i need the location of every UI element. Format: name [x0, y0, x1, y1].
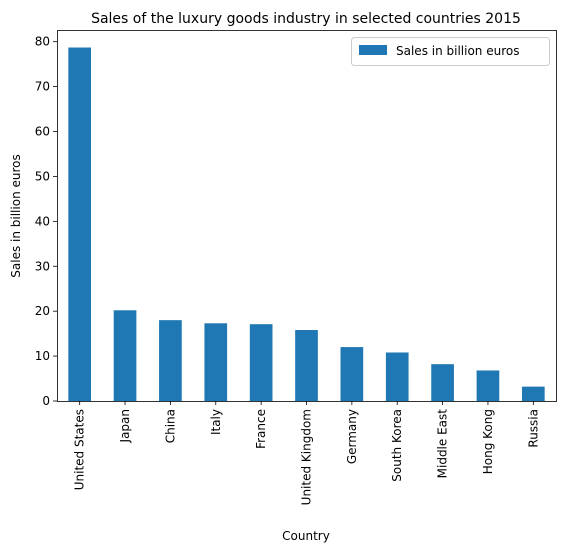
- y-tick-label: 80: [35, 35, 50, 49]
- bar-japan: [113, 310, 137, 401]
- y-tick-label: 10: [35, 349, 50, 363]
- y-axis-title: Sales in billion euros: [9, 154, 23, 277]
- x-tick-label: Italy: [209, 409, 223, 435]
- legend: Sales in billion euros: [351, 37, 550, 66]
- x-tick-label: United States: [73, 409, 87, 490]
- bar-italy: [204, 323, 228, 401]
- x-tick-label: Middle East: [436, 409, 450, 479]
- x-tick-label: Japan: [118, 409, 132, 443]
- y-tick-label: 40: [35, 214, 50, 228]
- chart-title: Sales of the luxury goods industry in se…: [91, 11, 521, 27]
- y-axis: 0 10 20 30 40 50 60 70 80: [35, 35, 57, 408]
- bar-hong-kong: [476, 370, 500, 401]
- bar-germany: [340, 347, 364, 401]
- y-tick-label: 0: [42, 394, 50, 408]
- bar-united-states: [68, 47, 92, 402]
- x-tick-label: South Korea: [390, 409, 404, 482]
- x-tick-label: Hong Kong: [481, 409, 495, 474]
- x-tick-label: France: [254, 409, 268, 449]
- x-tick-label: China: [163, 409, 177, 443]
- x-tick-label: Russia: [526, 409, 540, 448]
- x-tick-label: Germany: [345, 409, 359, 464]
- bar-france: [249, 324, 273, 401]
- bars-group: [68, 47, 545, 402]
- x-axis-title: Country: [282, 529, 330, 543]
- x-axis: United States Japan China Italy France United…: [73, 401, 540, 505]
- y-tick-label: 60: [35, 125, 50, 139]
- plot-frame: [57, 30, 557, 402]
- bar-russia: [521, 386, 545, 401]
- bar-united-kingdom: [295, 330, 318, 401]
- y-tick-label: 50: [35, 169, 50, 183]
- y-tick-label: 70: [35, 80, 50, 94]
- legend-label: Sales in billion euros: [396, 44, 519, 58]
- bar-south-korea: [385, 352, 409, 401]
- legend-frame: [351, 37, 550, 66]
- bar-middle-east: [431, 364, 454, 401]
- legend-swatch: [359, 45, 387, 55]
- y-tick-label: 30: [35, 259, 50, 273]
- x-tick-label: United Kingdom: [300, 409, 314, 505]
- y-tick-label: 20: [35, 304, 50, 318]
- bar-china: [159, 320, 182, 401]
